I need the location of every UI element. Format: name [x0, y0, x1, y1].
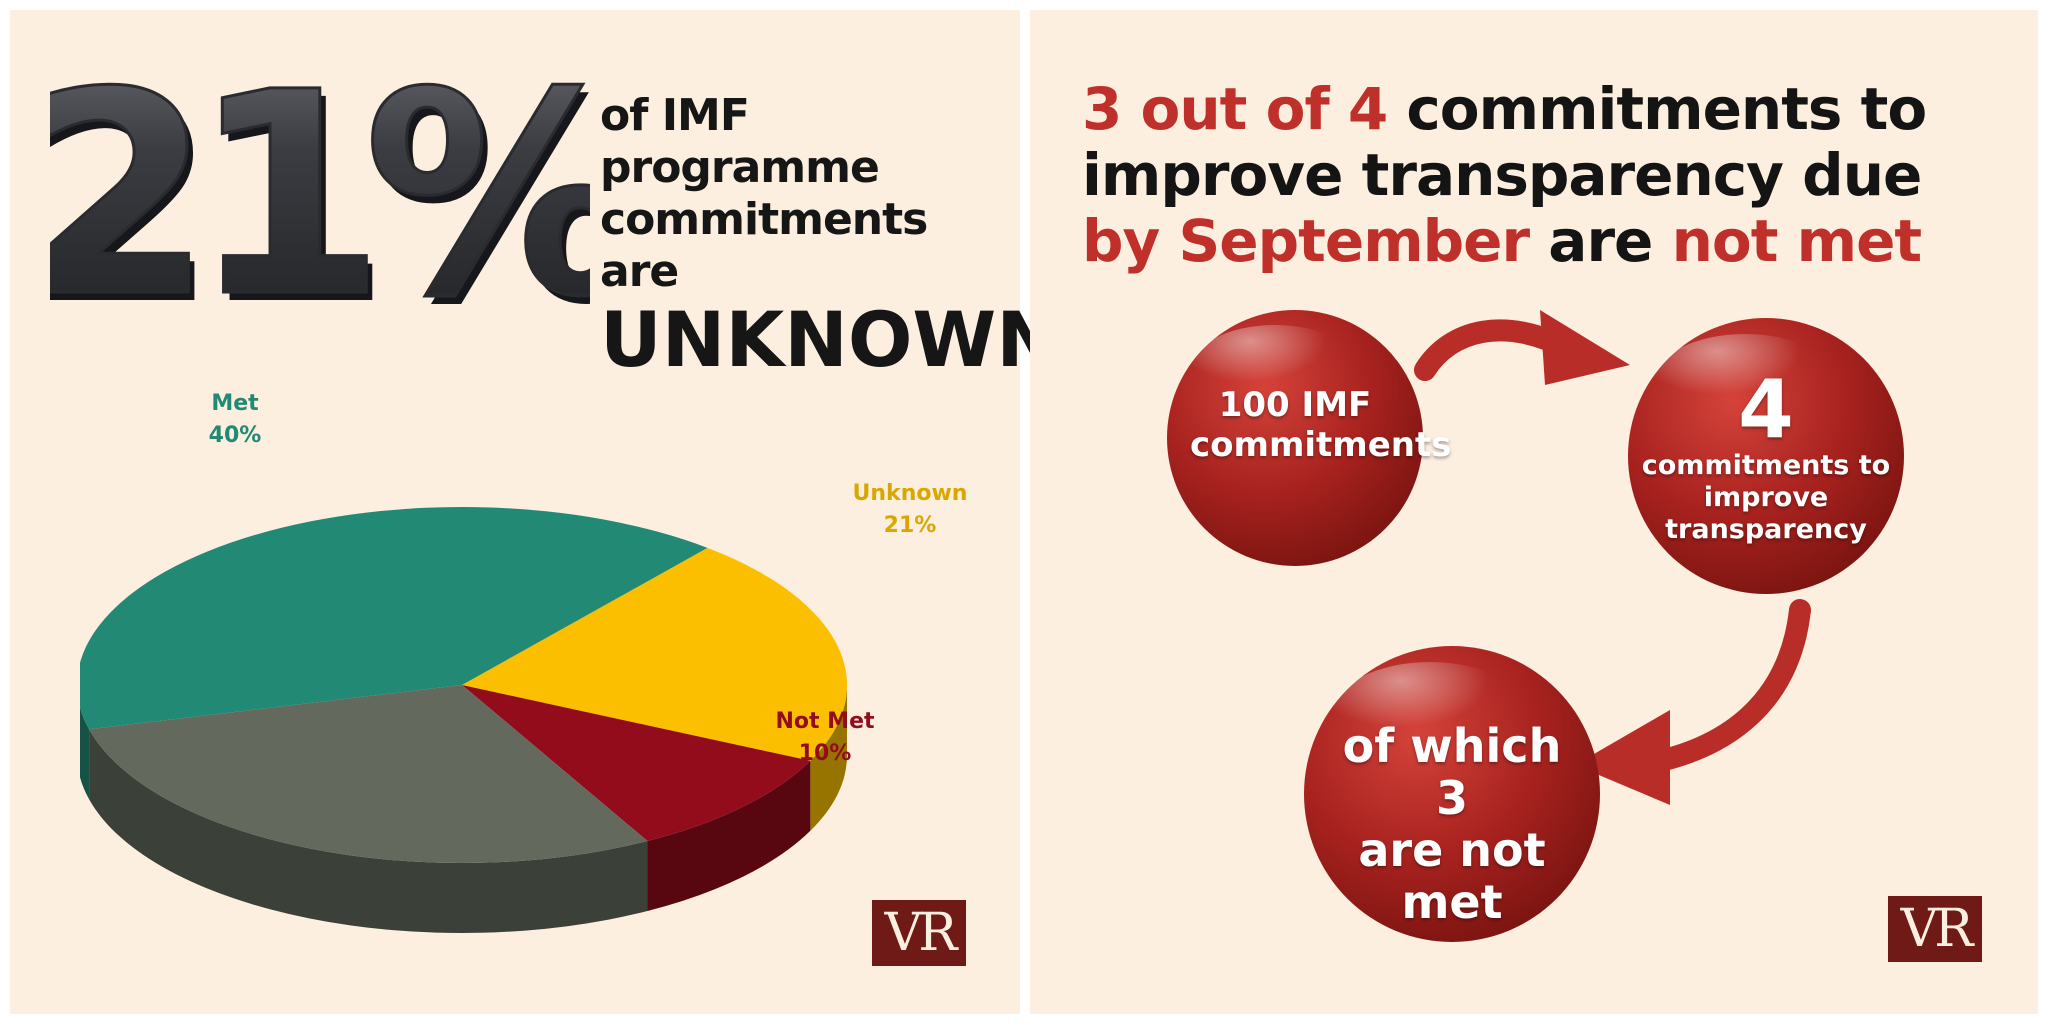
big-percentage-text: 21% — [50, 33, 590, 330]
vr-logo: VR — [1888, 896, 1982, 962]
circle-1-line-2: commitments — [1190, 425, 1452, 465]
pie-slice-pending — [89, 685, 648, 863]
circle-2-number: 4 — [1738, 363, 1794, 456]
headline-line-1: of IMF programme — [600, 90, 880, 193]
pie-label-name: Not Met — [775, 709, 875, 734]
right-headline: 3 out of 4 commitments to improve transp… — [1082, 76, 2012, 274]
headline-red-5: not met — [1671, 207, 1923, 275]
pie-slice-unknown — [462, 547, 848, 761]
circle-transparency — [1628, 318, 1904, 594]
pie-label-pending: Pending 29% — [174, 736, 275, 793]
circle-2-line-3: transparency — [1665, 514, 1867, 545]
circle-commitments — [1167, 310, 1423, 566]
pie-side-not-met — [647, 760, 811, 911]
left-headline: of IMF programme commitments are UNKNOWN — [600, 90, 1060, 384]
arrow-1-icon — [1414, 310, 1630, 385]
circle-not-met — [1304, 646, 1600, 942]
pie-label-not-met: Not Met 10% — [775, 709, 875, 766]
flow-diagram — [1167, 310, 1904, 942]
circle-2-text: 4 commitments to improve transparency — [1636, 370, 1896, 546]
pie-side-met — [77, 685, 90, 800]
right-panel: 3 out of 4 commitments to improve transp… — [1030, 10, 2038, 1014]
pie-label-value: 29% — [199, 768, 252, 793]
pie-chart: Met 40% Unknown 21% Not Met 10% Pending 29% — [77, 380, 980, 940]
vr-logo: VR — [872, 900, 966, 966]
pie-slice-met — [77, 507, 708, 730]
circle-3-line-1: of which 3 — [1342, 719, 1562, 825]
pie-side — [77, 685, 847, 933]
big-percentage: 21% 21% — [16, 30, 667, 368]
headline-line-2: commitments are — [600, 194, 928, 297]
circle-3-line-2: are not — [1358, 823, 1546, 877]
pie-label-name: Unknown — [853, 481, 968, 506]
circle-3-line-3: met — [1401, 875, 1503, 929]
pie-label-value: 10% — [799, 741, 852, 766]
pie-label-met: Met 40% — [209, 391, 262, 448]
pie-label-name: Met — [211, 391, 259, 416]
pie-label-value: 40% — [209, 423, 262, 448]
headline-part-2: commitments to improve transparency due — [1082, 75, 1927, 209]
left-panel: 21% 21% of IMF programme commitments are… — [10, 10, 1060, 1014]
pie-label-value: 21% — [884, 513, 937, 538]
pie-label-name: Pending — [174, 736, 275, 761]
pie-label-unknown: Unknown 21% — [853, 481, 968, 538]
circle-1-text: 100 IMF commitments — [1190, 385, 1452, 465]
headline-red-1: 3 out of 4 — [1082, 75, 1388, 143]
circle-2-line-2: improve — [1703, 482, 1829, 513]
pie-slice-not-met — [462, 685, 811, 841]
headline-red-3: by September — [1082, 207, 1530, 275]
circle-2-line-1: commitments to — [1641, 450, 1891, 481]
pie-side-unknown — [810, 685, 847, 831]
circle-3-text: of which 3 are not met — [1322, 720, 1582, 928]
pie-side-pending — [89, 729, 648, 933]
arrow-2-icon — [1575, 599, 1811, 805]
headline-emphasis: UNKNOWN — [600, 295, 1060, 384]
svg-text:21%: 21% — [50, 41, 590, 330]
headline-part-4: are — [1529, 207, 1672, 275]
circle-1-line-1: 100 IMF — [1218, 385, 1372, 425]
